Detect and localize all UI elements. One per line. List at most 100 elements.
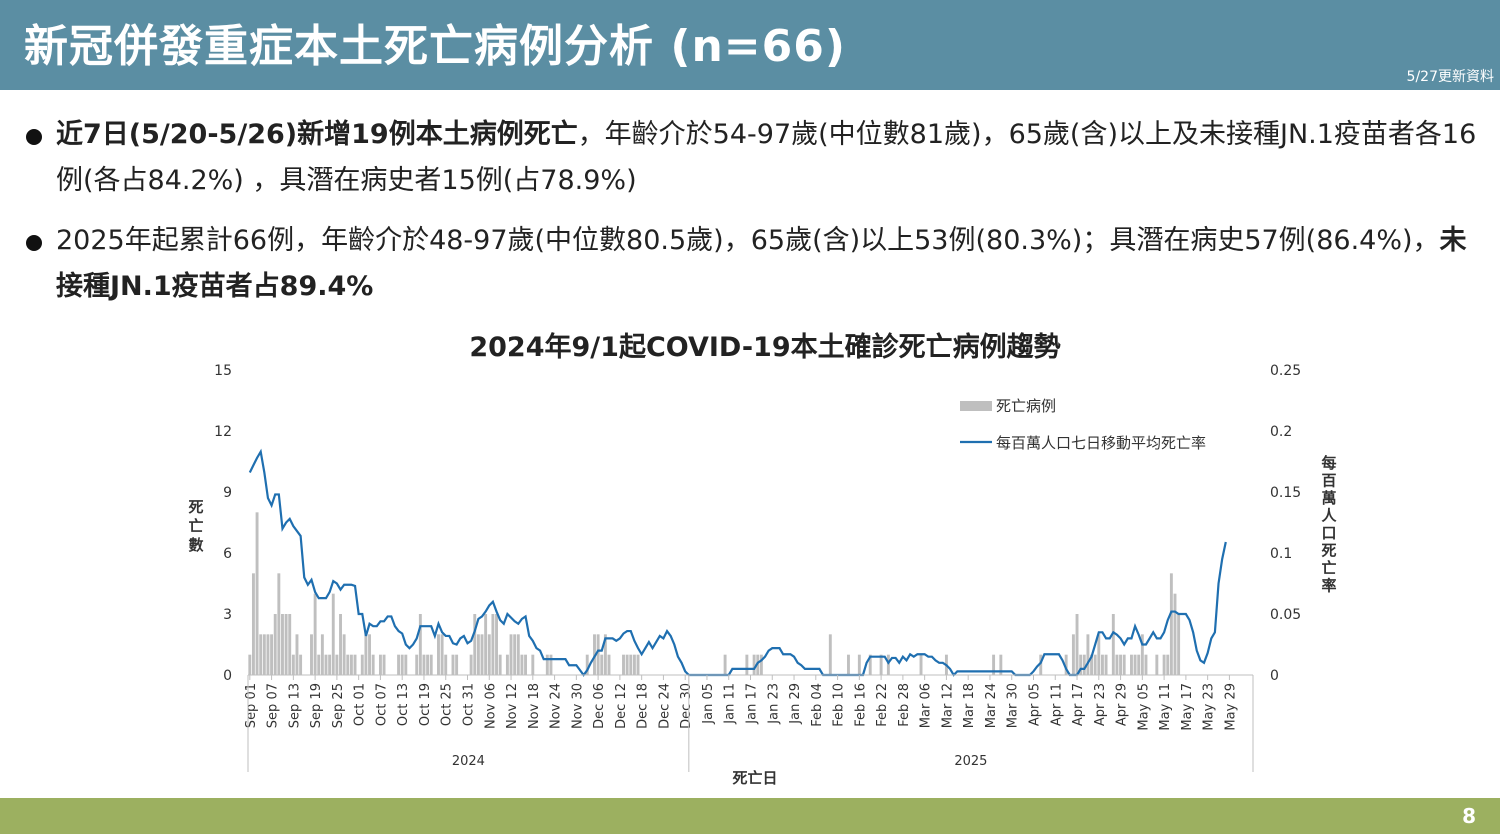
- x-tick-label: Jan 29: [788, 683, 803, 725]
- death-bar: [437, 634, 440, 675]
- x-tick-label: May 05: [1136, 683, 1151, 731]
- y-tick-label-right: 0.05: [1270, 607, 1301, 623]
- death-bar: [349, 654, 353, 675]
- death-bar: [1100, 654, 1104, 675]
- death-bar: [549, 654, 553, 675]
- death-bar: [1079, 654, 1083, 675]
- death-bar: [596, 634, 600, 675]
- death-bar: [1137, 654, 1141, 675]
- death-bar: [310, 634, 313, 675]
- legend-line-label: 每百萬人口七日移動平均死亡率: [996, 434, 1206, 452]
- death-bar: [346, 654, 350, 675]
- death-bar: [404, 654, 408, 675]
- page-title-text: 新冠併發重症本土死亡病例分析: [24, 21, 654, 72]
- death-bar: [251, 573, 255, 675]
- x-tick-label: Apr 05: [1027, 683, 1042, 726]
- y-axis-label-left: 死亡數: [188, 498, 203, 554]
- death-bar: [752, 654, 756, 675]
- death-bar: [451, 654, 455, 675]
- x-tick-label: May 11: [1158, 683, 1173, 731]
- death-bar: [531, 654, 535, 675]
- death-bar: [1162, 654, 1166, 675]
- y-axis-label-right-char: 率: [1321, 577, 1336, 595]
- death-bar: [480, 634, 484, 675]
- death-bar: [288, 614, 292, 675]
- legend-bar-label: 死亡病例: [996, 397, 1056, 415]
- death-bar: [505, 654, 509, 675]
- y-axis-label-right-char: 萬: [1321, 489, 1336, 507]
- death-bar: [545, 654, 549, 675]
- death-bar: [868, 654, 872, 675]
- death-bar: [1173, 593, 1177, 675]
- death-bar: [368, 634, 371, 675]
- death-bar: [498, 654, 502, 675]
- page-title: 新冠併發重症本土死亡病例分析 (n=66): [24, 10, 846, 74]
- x-tick-label: Mar 30: [1006, 683, 1021, 728]
- x-tick-label: Feb 10: [832, 683, 847, 727]
- death-bar: [745, 654, 749, 675]
- x-tick-label: Nov 06: [483, 683, 498, 729]
- x-tick-label: Oct 07: [374, 683, 389, 726]
- death-bar: [284, 614, 288, 675]
- death-bar: [364, 634, 368, 675]
- death-bar: [295, 634, 299, 675]
- death-bar: [378, 654, 382, 675]
- death-bar: [636, 654, 640, 675]
- chart-title: 2024年9/1起COVID-19本土確診死亡病例趨勢: [469, 331, 1060, 363]
- death-bar: [277, 573, 281, 675]
- x-tick-label: Dec 30: [679, 683, 694, 729]
- death-bar: [886, 654, 890, 675]
- death-bar: [629, 654, 633, 675]
- x-tick-label: Jan 17: [745, 683, 760, 725]
- page-number: 8: [1462, 804, 1476, 828]
- x-tick-label: Apr 11: [1049, 683, 1064, 726]
- y-tick-label-right: 0: [1270, 668, 1279, 684]
- legend: 死亡病例 每百萬人口七日移動平均死亡率: [960, 397, 1206, 452]
- death-bar: [759, 654, 763, 675]
- death-bar: [1111, 614, 1115, 675]
- x-tick-label: Mar 06: [919, 683, 934, 728]
- death-bar: [469, 654, 473, 675]
- y-tick-label-left: 9: [223, 485, 232, 501]
- death-bar: [1075, 614, 1079, 675]
- y-axis-label-left-char: 亡: [188, 517, 203, 535]
- y-axis-label-right-char: 每: [1321, 454, 1336, 472]
- x-tick-label: Dec 24: [657, 683, 672, 729]
- y-tick-label-left: 12: [214, 424, 232, 440]
- death-bar: [262, 634, 266, 675]
- death-bar: [1166, 654, 1170, 675]
- death-bar: [400, 654, 404, 675]
- x-tick-label: Oct 01: [353, 683, 368, 726]
- death-bar: [857, 654, 861, 675]
- death-bar: [622, 654, 625, 675]
- x-tick-label: Jan 11: [723, 683, 738, 725]
- x-tick-label: May 23: [1202, 683, 1217, 731]
- death-bar: [625, 654, 629, 675]
- bullet-normal-text: ，年齡介於54-97歲(中位數81歲)，65歲(含)以上及未接種JN.1疫苗者各…: [56, 119, 1477, 196]
- death-bar: [632, 654, 636, 675]
- x-tick-label: Apr 23: [1093, 683, 1108, 726]
- death-bar: [585, 654, 589, 675]
- x-tick-label: May 29: [1223, 683, 1238, 731]
- death-bar: [1177, 614, 1181, 675]
- y-tick-label-right: 0.15: [1270, 485, 1301, 501]
- death-bar: [248, 654, 252, 675]
- death-bar: [1039, 654, 1043, 675]
- x-tick-label: Apr 17: [1071, 683, 1086, 726]
- death-bar: [382, 654, 386, 675]
- y-axis-label-right-char: 亡: [1321, 559, 1336, 577]
- x-tick-label: Oct 13: [396, 683, 411, 726]
- death-bar: [273, 614, 277, 675]
- death-bar: [999, 654, 1003, 675]
- year-label: 2024: [452, 754, 485, 769]
- bullet-dot: [26, 129, 42, 145]
- death-bar: [1119, 654, 1123, 675]
- death-bar: [600, 654, 604, 675]
- x-tick-label: Nov 12: [505, 683, 520, 729]
- update-note: 5/27更新資料: [1406, 69, 1494, 85]
- death-bar: [1133, 654, 1137, 675]
- y-axis-label-right-char: 百: [1321, 472, 1336, 490]
- x-tick-label: Jan 23: [766, 683, 781, 725]
- death-bar: [418, 614, 422, 675]
